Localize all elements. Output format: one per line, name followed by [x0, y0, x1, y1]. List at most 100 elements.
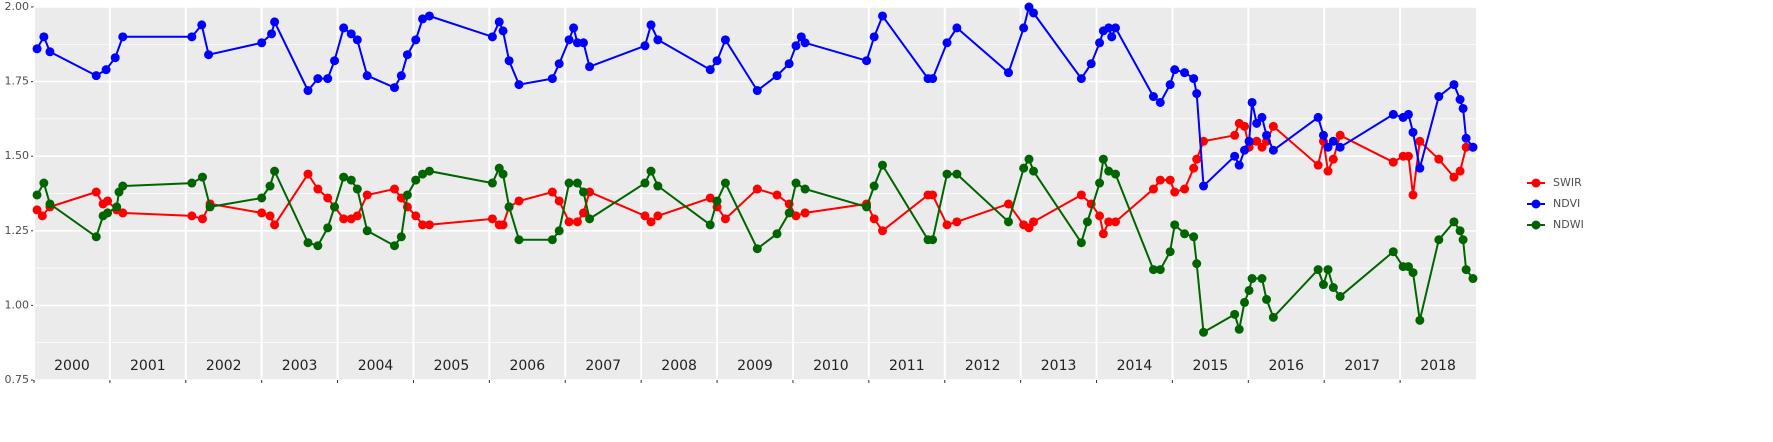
data-point	[878, 226, 888, 236]
x-tick-label: 2017	[1344, 358, 1380, 374]
data-point	[362, 190, 372, 200]
data-point	[869, 32, 879, 42]
legend-label: NDVI	[1553, 197, 1580, 210]
data-point	[1318, 280, 1328, 290]
x-tick-label: 2007	[585, 358, 621, 374]
data-point	[265, 211, 275, 221]
data-point	[869, 181, 879, 191]
data-point	[1458, 235, 1468, 245]
data-point	[1189, 232, 1199, 242]
data-point	[1234, 160, 1244, 170]
data-point	[1098, 154, 1108, 164]
data-point	[504, 202, 514, 212]
data-point	[1104, 217, 1114, 227]
x-tick-label: 2006	[509, 358, 545, 374]
legend-marker	[1531, 220, 1541, 230]
data-point	[1148, 92, 1158, 102]
data-point	[1098, 229, 1108, 239]
data-point	[653, 35, 663, 45]
data-point	[91, 71, 101, 81]
data-point	[1170, 65, 1180, 75]
data-point	[578, 208, 588, 218]
data-point	[498, 169, 508, 179]
data-point	[1180, 229, 1190, 239]
data-point	[514, 196, 524, 206]
data-point	[1155, 97, 1165, 107]
data-point	[928, 235, 938, 245]
data-point	[1180, 184, 1190, 194]
data-point	[1019, 163, 1029, 173]
data-point	[103, 196, 113, 206]
data-point	[1257, 112, 1267, 122]
data-point	[37, 211, 47, 221]
data-point	[1192, 259, 1202, 269]
data-point	[1104, 166, 1114, 176]
legend-marker	[1531, 199, 1541, 209]
x-tick-label: 2002	[206, 358, 242, 374]
x-tick-label: 2013	[1041, 358, 1077, 374]
data-point	[1458, 103, 1468, 113]
data-point	[1244, 285, 1254, 295]
data-point	[569, 23, 579, 33]
data-point	[1328, 136, 1338, 146]
data-point	[346, 29, 356, 39]
data-point	[514, 80, 524, 90]
data-point	[878, 160, 888, 170]
data-point	[1313, 160, 1323, 170]
data-point	[1335, 130, 1345, 140]
data-point	[1095, 178, 1105, 188]
data-point	[339, 214, 349, 224]
data-point	[313, 184, 323, 194]
data-point	[424, 220, 434, 230]
data-point	[952, 23, 962, 33]
data-point	[494, 17, 504, 27]
data-point	[32, 44, 42, 54]
data-point	[1111, 217, 1120, 227]
data-point	[800, 184, 810, 194]
data-point	[1165, 247, 1175, 257]
data-point	[1170, 187, 1180, 197]
data-point	[411, 211, 421, 221]
data-point	[646, 166, 656, 176]
data-point	[1230, 130, 1240, 140]
data-point	[942, 38, 952, 48]
data-point	[1403, 109, 1413, 119]
data-point	[487, 178, 497, 188]
data-point	[1095, 211, 1105, 221]
data-point	[32, 205, 42, 215]
data-point	[547, 187, 557, 197]
data-point	[323, 74, 333, 84]
data-point	[585, 214, 595, 224]
data-point	[323, 223, 333, 233]
data-point	[110, 53, 120, 63]
data-point	[39, 178, 49, 188]
data-point	[800, 208, 810, 218]
data-point	[572, 217, 582, 227]
data-point	[705, 65, 715, 75]
data-point	[1024, 154, 1034, 164]
data-point	[118, 32, 128, 42]
data-point	[564, 178, 574, 188]
data-point	[653, 211, 663, 221]
data-point	[1199, 327, 1209, 337]
data-point	[1003, 199, 1013, 209]
data-point	[1029, 166, 1039, 176]
data-point	[270, 166, 280, 176]
data-point	[352, 35, 362, 45]
data-point	[1455, 226, 1465, 236]
data-point	[705, 220, 715, 230]
data-point	[772, 190, 782, 200]
data-point	[1111, 169, 1120, 179]
data-point	[1313, 112, 1323, 122]
data-point	[118, 208, 128, 218]
data-point	[32, 190, 42, 200]
data-point	[1076, 238, 1086, 248]
data-point	[330, 202, 340, 212]
data-point	[1461, 142, 1471, 152]
data-point	[1003, 68, 1013, 78]
data-point	[1408, 268, 1418, 278]
data-point	[418, 169, 428, 179]
data-point	[653, 181, 663, 191]
